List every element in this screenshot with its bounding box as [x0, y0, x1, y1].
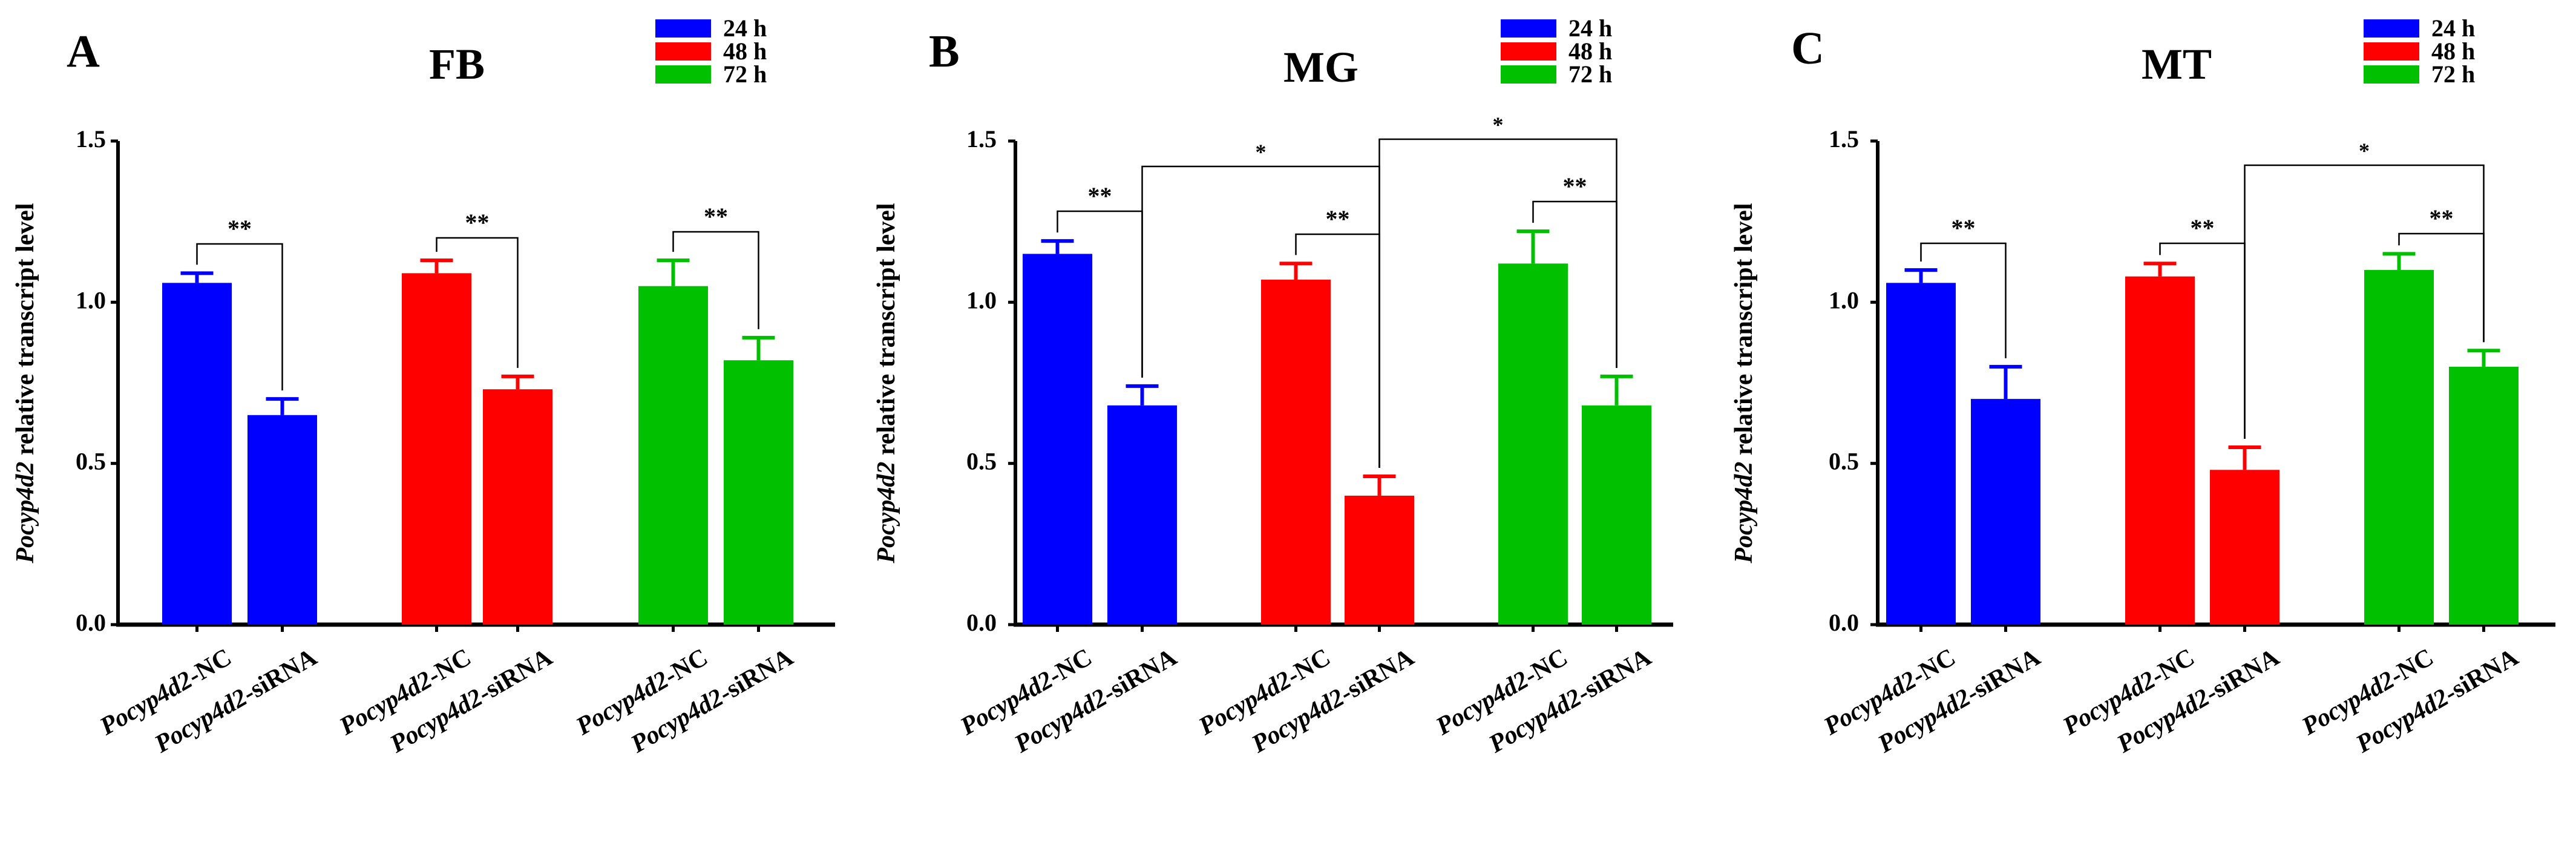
- significance-bracket: [1920, 242, 2007, 358]
- bar-24h-nc: [162, 283, 232, 625]
- significance-label: **: [465, 209, 490, 236]
- chart-title: MG: [1283, 43, 1358, 91]
- legend-swatch: [1501, 65, 1556, 84]
- y-tick-label: 1.5: [1829, 125, 1859, 153]
- legend-label: 24 h: [1568, 15, 1612, 42]
- bar-24h-nc: [1023, 254, 1092, 625]
- legend-label: 24 h: [723, 15, 767, 42]
- legend-swatch: [1501, 19, 1556, 38]
- bar-72h-sirna: [2449, 366, 2519, 625]
- significance-bracket: [2244, 164, 2485, 439]
- legend-label: 48 h: [2431, 38, 2475, 65]
- y-axis-label: Pocyp4d2 relative transcript level: [11, 203, 39, 564]
- bar-24h-sirna: [1971, 399, 2040, 625]
- legend-label: 72 h: [1568, 61, 1612, 88]
- significance-bracket: [672, 231, 759, 329]
- bar-24h-nc: [1886, 283, 1956, 625]
- significance-label: **: [1563, 172, 1587, 200]
- y-axis-label: Pocyp4d2 relative transcript level: [873, 203, 900, 564]
- y-tick-label: 0.0: [1829, 609, 1859, 636]
- significance-label: **: [1326, 205, 1350, 232]
- significance-label: *: [1256, 140, 1267, 164]
- legend-label: 48 h: [1568, 38, 1612, 65]
- chart-title: FB: [429, 40, 485, 88]
- y-tick-label: 1.0: [1829, 286, 1859, 314]
- y-tick-label: 1.5: [966, 125, 997, 153]
- y-tick-label: 1.5: [76, 125, 106, 153]
- significance-label: **: [2191, 214, 2215, 242]
- legend-label: 48 h: [723, 38, 767, 65]
- bar-24h-sirna: [1107, 405, 1177, 625]
- bar-48h-sirna: [483, 389, 552, 625]
- panel-letter: B: [929, 26, 960, 77]
- bar-24h-sirna: [247, 415, 317, 625]
- legend-swatch: [655, 19, 711, 38]
- y-tick-label: 1.0: [966, 286, 997, 314]
- significance-label: **: [1952, 214, 1976, 242]
- bar-48h-nc: [402, 273, 471, 625]
- significance-label: **: [1088, 182, 1112, 209]
- bar-72h-nc: [2364, 270, 2434, 625]
- legend: 24 h48 h72 h: [2364, 15, 2475, 88]
- legend-swatch: [2364, 19, 2419, 38]
- bar-72h-sirna: [724, 360, 793, 625]
- panel-b: B MG 24 h48 h72 h 0.0 0.5 1.0 1.5 Pocyp4d2 rela…: [873, 15, 1673, 759]
- legend-label: 72 h: [2431, 61, 2475, 88]
- bar-72h-sirna: [1582, 405, 1651, 625]
- y-tick-label: 0.5: [76, 448, 106, 475]
- significance-label: **: [228, 215, 252, 242]
- y-tick-label: 0.0: [966, 609, 997, 636]
- legend: 24 h48 h72 h: [655, 15, 767, 88]
- chart-title: MT: [2142, 40, 2212, 88]
- significance-bracket: [196, 243, 283, 391]
- y-tick-label: 0.5: [966, 448, 997, 475]
- bar-48h-sirna: [1345, 495, 1414, 625]
- legend-swatch: [2364, 65, 2419, 84]
- bar-72h-nc: [1498, 263, 1568, 625]
- y-tick-label: 0.5: [1829, 448, 1859, 475]
- legend-label: 72 h: [723, 61, 767, 88]
- y-axis-label: Pocyp4d2 relative transcript level: [1730, 203, 1758, 564]
- legend-label: 24 h: [2431, 15, 2475, 42]
- legend-swatch: [655, 42, 711, 61]
- y-tick-label: 0.0: [76, 609, 106, 636]
- bar-48h-nc: [1261, 280, 1331, 625]
- significance-bracket: [1378, 138, 1617, 468]
- legend-swatch: [655, 65, 711, 84]
- bar-48h-sirna: [2210, 470, 2279, 625]
- panel-c: C MT 24 h48 h72 h 0.0 0.5 1.0 1.5 Pocyp4d2 rela…: [1730, 15, 2555, 759]
- significance-bracket: [436, 237, 519, 368]
- legend: 24 h48 h72 h: [1501, 15, 1612, 88]
- legend-swatch: [2364, 42, 2419, 61]
- bar-48h-nc: [2125, 276, 2195, 625]
- significance-label: *: [1493, 113, 1504, 137]
- significance-label: **: [2430, 205, 2454, 232]
- bar-72h-nc: [638, 286, 708, 625]
- panel-a: A FB 24 h48 h72 h 0.0 0.5 1.0 1.5 Pocyp4d2 rela…: [11, 15, 835, 759]
- significance-label: *: [2359, 139, 2370, 163]
- significance-label: **: [704, 203, 728, 230]
- legend-swatch: [1501, 42, 1556, 61]
- panel-letter: C: [1791, 23, 1824, 74]
- y-tick-label: 1.0: [76, 286, 106, 314]
- panel-letter: A: [67, 26, 100, 77]
